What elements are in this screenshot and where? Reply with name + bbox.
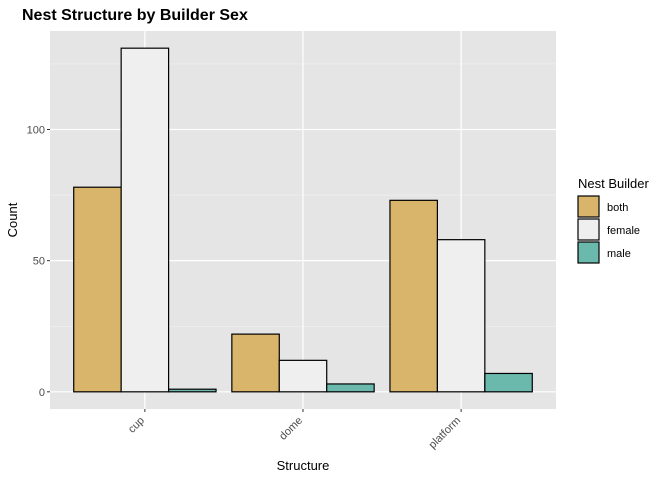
y-tick-label: 50: [33, 256, 45, 268]
bar-both-platform: [389, 199, 439, 393]
y-axis-title: Count: [5, 202, 20, 237]
x-tick-label: cup: [126, 415, 147, 436]
bar-both-cup: [73, 186, 122, 393]
legend-key-both: [577, 195, 600, 218]
legend-label-female: female: [607, 225, 640, 237]
legend-label-both: both: [607, 202, 628, 214]
legend: Nest Builder both female male: [577, 176, 649, 264]
bar-female-platform: [436, 239, 486, 393]
bar-female-cup: [120, 47, 170, 393]
y-axis-ticks: 0 50 100: [27, 125, 50, 399]
chart-title: Nest Structure by Builder Sex: [22, 7, 248, 24]
y-tick-label: 0: [39, 387, 45, 399]
legend-key-female: [577, 218, 600, 241]
legend-title: Nest Builder: [578, 176, 649, 191]
x-axis-ticks: cup dome platform: [126, 409, 463, 451]
bar-male-cup: [167, 388, 217, 393]
legend-key-male: [577, 241, 600, 264]
y-tick-label: 100: [27, 125, 45, 137]
x-axis-title: Structure: [277, 458, 330, 473]
bar-male-dome: [326, 383, 375, 393]
bar-both-dome: [231, 333, 280, 393]
bars-group: [73, 47, 533, 393]
bar-male-platform: [484, 372, 533, 393]
x-tick-label: platform: [427, 415, 464, 452]
bar-female-dome: [278, 359, 328, 393]
x-tick-label: dome: [277, 415, 305, 443]
legend-label-male: male: [607, 248, 631, 260]
